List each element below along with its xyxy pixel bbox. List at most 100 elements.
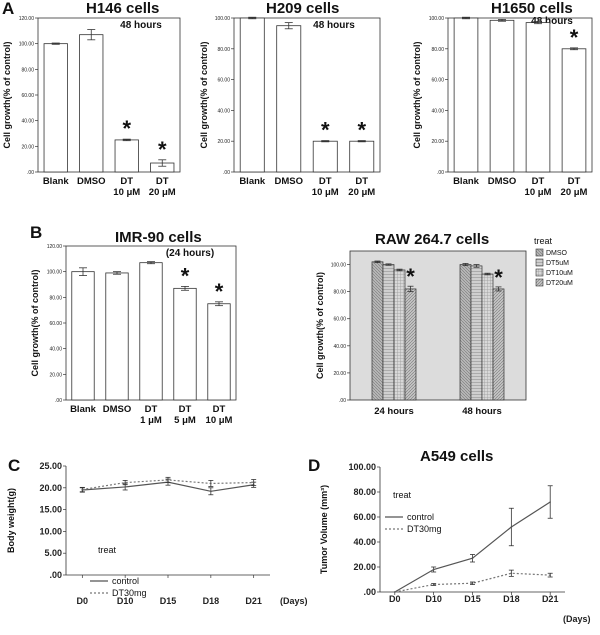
bar-dmso: [371, 261, 384, 401]
legend-title: treat: [534, 236, 553, 246]
category-label: DT: [179, 404, 192, 415]
data-point: [124, 486, 126, 488]
chart-title: IMR-90 cells: [115, 229, 202, 246]
significance-star: *: [321, 118, 330, 143]
bar: [139, 262, 163, 401]
y-tick-label: 20.00: [353, 562, 376, 572]
chart-title: H1650 cells: [491, 0, 573, 17]
category-label: Blank: [70, 404, 97, 415]
bar-dt5um: [382, 264, 395, 401]
chart-title: H146 cells: [86, 0, 159, 17]
y-tick-label: 100.00: [429, 16, 445, 22]
category-label: 5 μM: [174, 415, 196, 426]
bar: [453, 17, 479, 173]
y-tick-label: 60.00: [49, 321, 62, 327]
y-tick-label: 60.00: [21, 93, 34, 99]
data-point: [210, 482, 212, 485]
y-tick-label: 20.00: [49, 372, 62, 378]
y-tick-label: .00: [55, 398, 62, 404]
time-note: (24 hours): [166, 248, 214, 259]
bar: [525, 22, 551, 173]
y-tick-label: 80.00: [49, 295, 62, 301]
y-axis-label: Cell growth(% of control): [2, 42, 12, 149]
significance-star: *: [406, 264, 415, 289]
y-tick-label: .00: [49, 570, 62, 580]
legend-title: treat: [393, 490, 412, 500]
data-point: [549, 574, 551, 576]
chart-h209: 100.00 80.00 60.00 40.00 20.00 .00 Cell growth…: [199, 0, 381, 198]
y-tick-label: .00: [339, 398, 346, 404]
y-tick-label: 40.00: [353, 537, 376, 547]
bar-dt20um: [404, 288, 417, 401]
legend-swatch: [535, 278, 544, 287]
bar: [207, 303, 231, 401]
legend-label: DT20uM: [546, 280, 573, 287]
y-axis-label: Cell growth(% of control): [315, 272, 325, 379]
y-tick-label: 100.00: [215, 16, 231, 22]
data-point: [471, 557, 474, 560]
bar: [239, 17, 265, 173]
bar: [349, 140, 375, 173]
category-label: 20 μM: [348, 187, 375, 198]
category-label: 20 μM: [149, 187, 176, 198]
category-label: Blank: [453, 176, 480, 187]
x-axis-label: (Days): [563, 614, 591, 624]
plot-frame: [233, 17, 381, 173]
significance-star: *: [357, 118, 366, 143]
x-tick-label: D15: [464, 594, 481, 604]
chart-imr90: 120.00 100.00 80.00 60.00 40.00 20.00 .00 Cell …: [30, 229, 237, 426]
category-label: DT: [532, 176, 545, 187]
bar-dmso: [459, 264, 472, 401]
bar: [114, 139, 139, 173]
x-tick-label: D10: [117, 596, 134, 606]
y-tick-label: 120.00: [19, 16, 35, 22]
bar: [312, 140, 338, 173]
y-tick-label: 80.00: [21, 67, 34, 73]
legend-swatch: [535, 248, 544, 257]
chart-a549: 100.00 80.00 60.00 40.00 20.00 .00 Tumor Volum…: [319, 448, 591, 624]
panel-label-a: A: [2, 0, 14, 18]
category-label: 10 μM: [312, 187, 339, 198]
data-point: [394, 591, 396, 593]
y-tick-label: 80.00: [431, 47, 444, 53]
category-label: DMSO: [488, 176, 517, 187]
y-tick-label: 40.00: [21, 119, 34, 125]
y-axis-label: Cell growth(% of control): [30, 270, 40, 377]
y-tick-label: 25.00: [39, 461, 62, 471]
y-tick-label: 20.00: [217, 139, 230, 145]
bar: [43, 43, 68, 173]
x-tick-label: D21: [542, 594, 559, 604]
data-point: [252, 481, 255, 484]
y-tick-label: .00: [437, 170, 444, 176]
category-label: DMSO: [275, 176, 304, 187]
legend-swatch: [535, 268, 544, 277]
data-point: [510, 572, 513, 575]
bar: [489, 19, 515, 173]
y-tick-label: 60.00: [217, 78, 230, 84]
y-tick-label: 100.00: [19, 42, 35, 48]
y-tick-label: 20.00: [39, 483, 62, 493]
time-note: 48 hours: [120, 20, 162, 31]
y-tick-label: 80.00: [353, 487, 376, 497]
data-point: [81, 488, 84, 491]
y-tick-label: .00: [223, 170, 230, 176]
x-tick-label: D21: [245, 596, 262, 606]
significance-star: *: [158, 137, 167, 162]
bar: [79, 34, 104, 173]
legend-label: DT10uM: [546, 270, 573, 277]
category-label: DMSO: [103, 404, 132, 415]
bar-dt5um: [470, 265, 483, 401]
data-point: [432, 568, 435, 571]
panel-label-d: D: [308, 456, 320, 475]
category-label: DT: [355, 176, 368, 187]
panel-label-c: C: [8, 456, 20, 475]
significance-star: *: [181, 263, 190, 288]
chart-title: H209 cells: [266, 0, 339, 17]
data-point: [549, 501, 551, 503]
chart-bodyweight: 25.00 20.00 15.00 10.00 5.00 .00 Body weight(g…: [6, 461, 308, 606]
y-tick-label: 10.00: [39, 526, 62, 536]
category-label: 24 hours: [374, 406, 414, 417]
category-label: DT: [213, 404, 226, 415]
category-label: 10 μM: [206, 415, 233, 426]
